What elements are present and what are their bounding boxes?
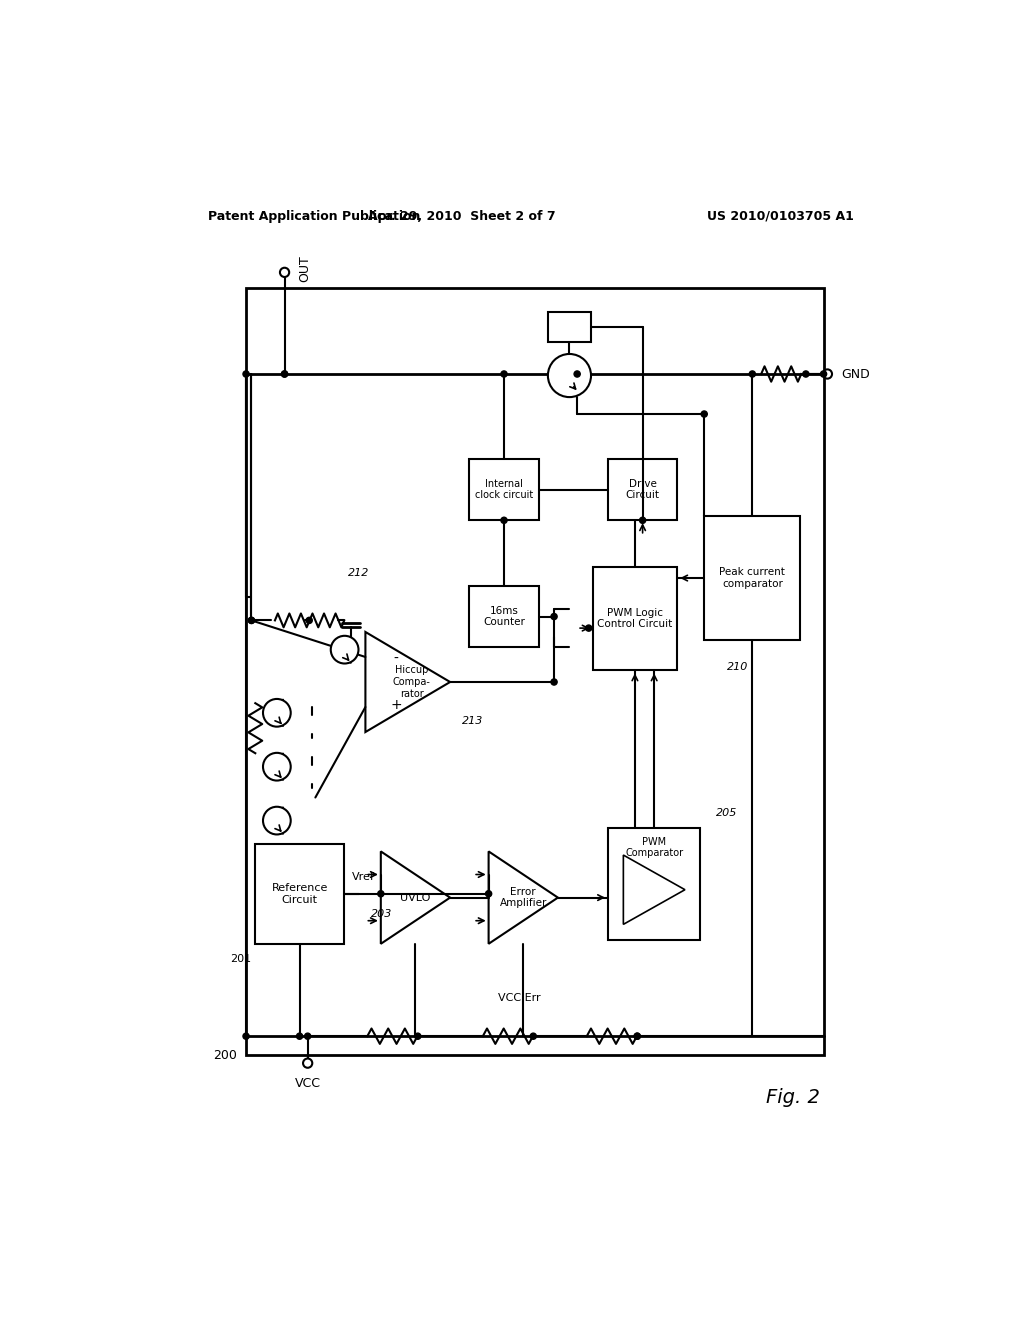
Circle shape <box>263 700 291 726</box>
Text: GND: GND <box>842 367 870 380</box>
Text: PWM Logic
Control Circuit: PWM Logic Control Circuit <box>597 607 673 630</box>
Circle shape <box>303 1059 312 1068</box>
Circle shape <box>243 1034 249 1039</box>
Circle shape <box>586 626 592 631</box>
Circle shape <box>331 636 358 664</box>
Circle shape <box>701 411 708 417</box>
Text: Vref: Vref <box>351 873 375 882</box>
Circle shape <box>306 618 312 623</box>
Circle shape <box>803 371 809 378</box>
Circle shape <box>501 517 507 524</box>
Text: 212: 212 <box>348 568 369 578</box>
Text: OUT: OUT <box>298 255 311 282</box>
Text: Reference
Circuit: Reference Circuit <box>271 883 328 904</box>
Circle shape <box>304 1034 310 1039</box>
Text: Peak current
comparator: Peak current comparator <box>720 568 785 589</box>
Bar <box>608 829 700 940</box>
Circle shape <box>249 618 255 623</box>
Circle shape <box>548 354 591 397</box>
Circle shape <box>640 517 646 524</box>
Text: VCC Err: VCC Err <box>498 993 541 1003</box>
Circle shape <box>415 1034 421 1039</box>
Circle shape <box>750 371 756 378</box>
Circle shape <box>551 678 557 685</box>
Circle shape <box>263 752 291 780</box>
Circle shape <box>823 370 833 379</box>
Circle shape <box>634 1034 640 1039</box>
Circle shape <box>574 371 581 378</box>
Text: Hiccup
Compa-
rator: Hiccup Compa- rator <box>392 665 430 698</box>
Text: Error
Amplifier: Error Amplifier <box>500 887 547 908</box>
Text: +: + <box>390 698 402 711</box>
Circle shape <box>820 371 826 378</box>
Circle shape <box>530 1034 537 1039</box>
Bar <box>255 843 344 944</box>
Text: Patent Application Publication: Patent Application Publication <box>208 210 420 223</box>
Bar <box>469 459 539 520</box>
Circle shape <box>282 371 288 378</box>
Text: 203: 203 <box>371 909 392 919</box>
Circle shape <box>280 268 289 277</box>
Bar <box>608 459 677 520</box>
Bar <box>246 288 823 1056</box>
Circle shape <box>501 371 507 378</box>
Text: US 2010/0103705 A1: US 2010/0103705 A1 <box>708 210 854 223</box>
Text: 205: 205 <box>716 808 737 818</box>
Text: Fig. 2: Fig. 2 <box>766 1088 819 1107</box>
Text: 16ms
Counter: 16ms Counter <box>483 606 525 627</box>
Text: 210: 210 <box>727 661 749 672</box>
Polygon shape <box>304 717 319 733</box>
Bar <box>593 566 677 671</box>
Text: -: - <box>394 652 398 665</box>
Bar <box>469 586 539 647</box>
Text: PWM
Comparator: PWM Comparator <box>625 837 683 858</box>
Circle shape <box>263 807 291 834</box>
Bar <box>705 516 801 640</box>
Circle shape <box>249 618 255 623</box>
Bar <box>548 313 591 342</box>
Circle shape <box>378 891 384 896</box>
Text: Apr. 29, 2010  Sheet 2 of 7: Apr. 29, 2010 Sheet 2 of 7 <box>368 210 555 223</box>
Circle shape <box>634 1034 640 1039</box>
Text: UVLO: UVLO <box>400 892 431 903</box>
Bar <box>248 590 370 836</box>
Circle shape <box>282 371 288 378</box>
Circle shape <box>485 891 492 896</box>
Text: Internal
clock circuit: Internal clock circuit <box>475 479 534 500</box>
Polygon shape <box>304 767 319 781</box>
Text: 200: 200 <box>213 1049 237 1063</box>
Text: 213: 213 <box>462 715 483 726</box>
Text: VCC: VCC <box>295 1077 321 1090</box>
Circle shape <box>551 614 557 619</box>
Circle shape <box>297 1034 303 1039</box>
Text: 201: 201 <box>230 954 252 964</box>
Circle shape <box>243 371 249 378</box>
Text: Drive
Circuit: Drive Circuit <box>626 479 659 500</box>
